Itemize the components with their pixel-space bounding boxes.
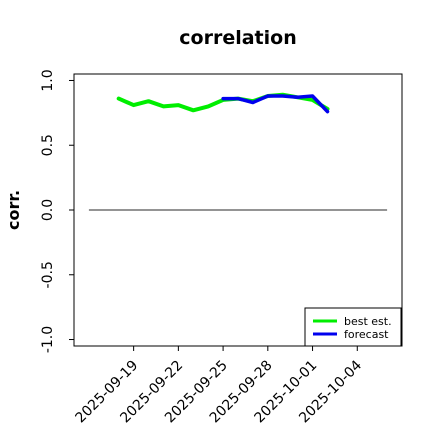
y-tick-label: -1.0 (40, 326, 56, 353)
legend-label-forecast: forecast (344, 328, 389, 341)
chart-title: correlation (179, 27, 296, 49)
legend: best est. forecast (304, 307, 402, 347)
y-axis-label: corr. (4, 190, 23, 230)
y-tick-label: 0.0 (40, 199, 56, 221)
legend-box (304, 307, 402, 347)
y-tick-label: -0.5 (40, 261, 56, 288)
series-line-forecast (221, 94, 330, 114)
y-tick-label: 1.0 (40, 69, 56, 91)
y-tick-label: 0.5 (40, 134, 56, 156)
legend-label-best-est: best est. (344, 315, 392, 328)
